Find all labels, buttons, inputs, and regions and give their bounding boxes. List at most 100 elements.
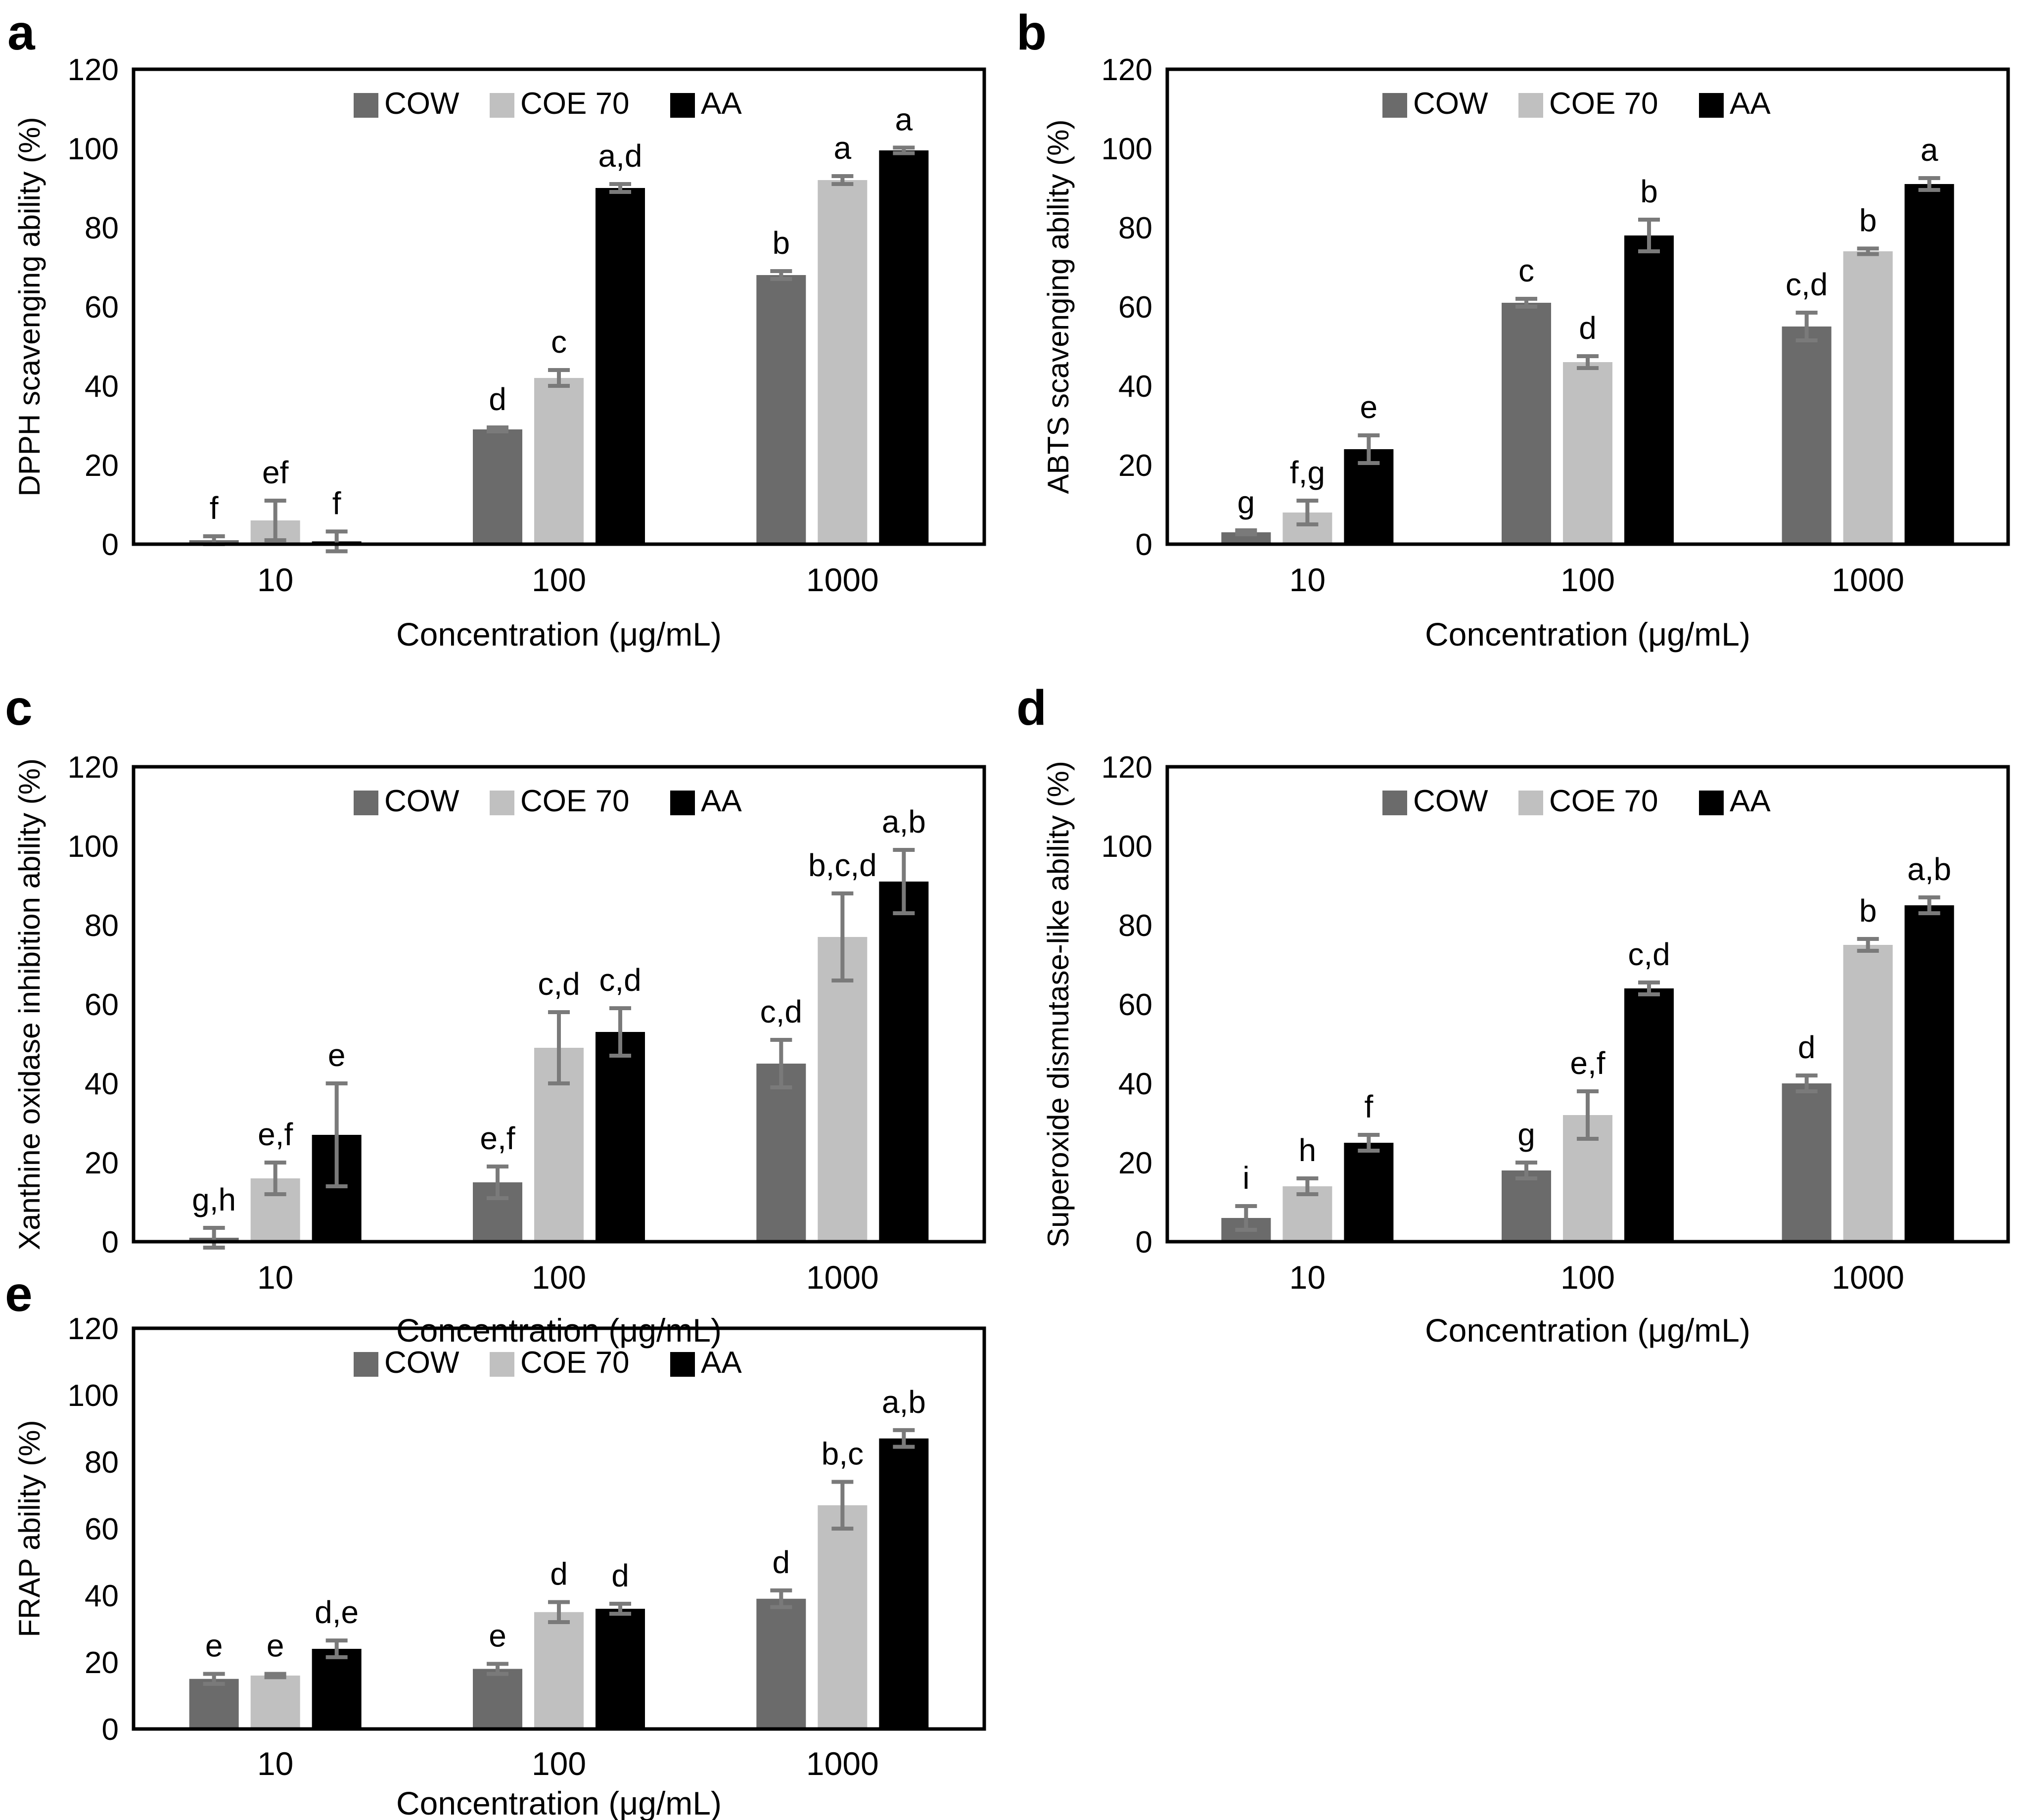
significance-letter: a (895, 101, 913, 137)
x-axis-title: Concentration (μg/mL) (396, 1312, 722, 1349)
y-tick-label: 20 (1118, 1146, 1152, 1180)
significance-letter: i (1242, 1160, 1249, 1196)
bar-aa-1000 (1904, 184, 1954, 544)
legend-swatch-coe-70 (1518, 791, 1543, 815)
significance-letter: h (1299, 1132, 1317, 1168)
legend-swatch-aa (1699, 93, 1724, 118)
bar-cow-1000 (1782, 327, 1832, 544)
legend-label-coe-70: COE 70 (520, 1346, 630, 1380)
panel-a-chart: a 0 20 40 60 80 100 120 DPPH scavenging ability … (7, 5, 986, 653)
x-tick-label: 10 (257, 1745, 293, 1782)
significance-letter: f (332, 485, 341, 521)
panel-c-chart: c 0 20 40 60 80 100 120 Xanthine oxidase inhibit… (5, 680, 986, 1349)
y-tick-label: 80 (1118, 909, 1152, 943)
significance-letter: f (1364, 1089, 1373, 1124)
significance-letter: c (551, 324, 567, 360)
y-tick-label: 80 (85, 211, 119, 245)
bar-aa-1000 (879, 150, 929, 544)
y-tick-label: 40 (85, 1579, 119, 1613)
significance-letter: b (773, 225, 790, 261)
significance-letter: b (1859, 893, 1877, 929)
x-tick-label: 1000 (1832, 561, 1904, 598)
legend-swatch-aa (670, 93, 695, 118)
bar-coe-70-100 (534, 1612, 584, 1729)
y-tick-label: 120 (68, 750, 119, 785)
x-tick-label: 100 (1560, 1259, 1615, 1296)
y-tick-label: 0 (102, 1225, 119, 1260)
y-tick-label: 120 (68, 53, 119, 87)
panel-letter: e (5, 1266, 33, 1322)
y-tick-label: 60 (85, 290, 119, 325)
significance-letter: g (1517, 1117, 1535, 1152)
significance-letter: a,b (882, 804, 926, 840)
x-tick-label: 100 (532, 1745, 586, 1782)
y-tick-label: 120 (1101, 53, 1152, 87)
panel-d-chart: d 0 20 40 60 80 100 120 Superoxide dismutase-lik… (1016, 680, 2010, 1349)
significance-letter: a (834, 130, 852, 166)
significance-letter: a,d (598, 138, 642, 174)
bar-coe-70-100 (534, 378, 584, 544)
y-axis-title: DPPH scavenging ability (%) (13, 117, 46, 497)
legend-label-coe-70: COE 70 (520, 87, 630, 121)
plot-frame (132, 1326, 986, 1731)
y-tick-label: 80 (1118, 211, 1152, 245)
x-tick-label: 100 (532, 1259, 586, 1296)
y-tick-label: 80 (85, 909, 119, 943)
y-tick-label: 0 (1136, 528, 1152, 562)
y-tick-label: 100 (68, 132, 119, 166)
x-tick-label: 10 (1289, 1259, 1326, 1296)
significance-letter: g,h (192, 1182, 236, 1217)
significance-letter: e (205, 1628, 223, 1664)
legend-label-aa: AA (701, 784, 742, 818)
significance-letter: e,f (480, 1120, 515, 1156)
bar-aa-100 (596, 1609, 645, 1729)
bar-coe-70-1000 (818, 180, 868, 544)
legend-swatch-cow (354, 791, 378, 815)
y-tick-label: 60 (1118, 988, 1152, 1022)
bar-cow-1000 (756, 1064, 806, 1242)
x-axis-title: Concentration (μg/mL) (396, 1785, 722, 1820)
x-tick-label: 10 (1289, 561, 1326, 598)
y-tick-label: 40 (1118, 1067, 1152, 1101)
significance-letter: c,d (1628, 936, 1670, 972)
significance-letter: e (489, 1618, 506, 1653)
significance-letter: b (1859, 202, 1877, 238)
y-tick-label: 100 (68, 1379, 119, 1413)
y-tick-label: 100 (1101, 830, 1152, 864)
legend-label-aa: AA (701, 1346, 742, 1380)
y-tick-label: 0 (102, 528, 119, 562)
significance-letter: d (489, 381, 506, 417)
bar-aa-100 (1624, 235, 1674, 544)
significance-letter: d (1798, 1029, 1816, 1065)
y-tick-label: 60 (1118, 290, 1152, 325)
y-tick-label: 40 (85, 370, 119, 404)
significance-letter: b (1640, 174, 1658, 209)
plot-frame (132, 67, 986, 546)
bar-aa-10 (1344, 1143, 1394, 1242)
legend-label-cow: COW (384, 784, 459, 818)
bar-cow-10 (189, 1679, 239, 1729)
bar-cow-1000 (1782, 1083, 1832, 1242)
bar-cow-100 (1502, 1170, 1551, 1242)
significance-letter: a,b (882, 1384, 926, 1420)
legend-label-coe-70: COE 70 (520, 784, 630, 818)
significance-letter: b,c (822, 1436, 864, 1472)
legend-swatch-cow (354, 1352, 378, 1377)
x-axis-title: Concentration (μg/mL) (396, 616, 722, 653)
bar-aa-10 (312, 1649, 362, 1729)
legend-label-cow: COW (1413, 87, 1488, 121)
y-tick-label: 100 (68, 830, 119, 864)
legend-swatch-cow (354, 93, 378, 118)
plot-frame (1165, 765, 2010, 1244)
x-axis-title: Concentration (μg/mL) (1425, 1312, 1750, 1349)
x-axis-title: Concentration (μg/mL) (1425, 616, 1750, 653)
legend-swatch-aa (670, 1352, 695, 1377)
legend-label-cow: COW (1413, 784, 1488, 818)
significance-letter: g (1238, 484, 1255, 520)
bar-aa-1000 (1904, 905, 1954, 1242)
legend-label-cow: COW (384, 1346, 459, 1380)
significance-letter: c,d (1786, 267, 1828, 302)
significance-letter: d,e (315, 1594, 359, 1630)
significance-letter: e (1360, 389, 1378, 425)
significance-letter: ef (262, 455, 289, 490)
